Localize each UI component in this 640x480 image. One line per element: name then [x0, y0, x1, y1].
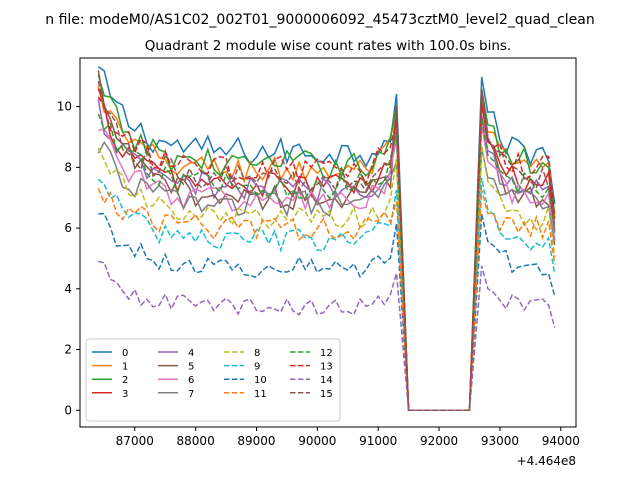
y-tick-label: 2: [64, 343, 72, 357]
x-offset-text: +4.464e8: [517, 454, 576, 468]
legend-label: 8: [254, 348, 260, 359]
x-tick-label: 92000: [420, 434, 458, 448]
series-line-6: [98, 124, 556, 412]
x-tick-label: 94000: [542, 434, 580, 448]
legend-label: 3: [122, 389, 128, 400]
legend-label: 0: [122, 348, 128, 359]
series-line-10: [98, 212, 556, 412]
series-layer: [97, 65, 556, 412]
x-tick-label: 93000: [481, 434, 519, 448]
series-line-15: [97, 80, 556, 412]
figure-suptitle: n file: modeM0/AS1C02_002T01_9000006092_…: [45, 12, 594, 28]
x-tick-label: 91000: [359, 434, 397, 448]
legend-label: 5: [188, 362, 194, 373]
y-axis: 0 2 4 6 8 10: [57, 100, 80, 417]
x-tick-label: 89000: [237, 434, 275, 448]
x-tick-label: 88000: [177, 434, 215, 448]
series-line-11: [97, 188, 556, 412]
legend-label: 11: [254, 389, 267, 400]
legend-box: [85, 338, 341, 422]
legend-label: 1: [122, 362, 128, 373]
x-tick-label: 90000: [298, 434, 336, 448]
chart-title: Quadrant 2 module wise count rates with …: [145, 38, 511, 54]
legend-label: 12: [320, 348, 333, 359]
legend-label: 4: [188, 348, 194, 359]
legend-label: 7: [188, 389, 194, 400]
axes-frame: [79, 57, 577, 428]
legend-label: 14: [320, 375, 333, 386]
series-line-0: [97, 65, 556, 412]
series-line-14: [98, 260, 556, 412]
y-tick-label: 4: [64, 282, 72, 296]
x-tick-label: 87000: [116, 434, 154, 448]
legend-label: 6: [188, 375, 194, 386]
x-axis: 87000 88000 89000 90000 91000 92000 93000 94000: [116, 427, 580, 448]
legend-label: 10: [254, 375, 267, 386]
series-line-1: [97, 85, 556, 412]
legend-label: 13: [320, 362, 333, 373]
series-line-7: [97, 140, 556, 412]
y-tick-label: 10: [57, 100, 72, 114]
y-tick-label: 8: [64, 160, 72, 174]
legend-label: 9: [254, 362, 260, 373]
y-tick-label: 6: [64, 221, 72, 235]
y-tick-label: 0: [64, 403, 72, 417]
series-line-9: [97, 177, 556, 412]
legend-label: 2: [122, 375, 128, 386]
legend-label: 15: [320, 389, 333, 400]
